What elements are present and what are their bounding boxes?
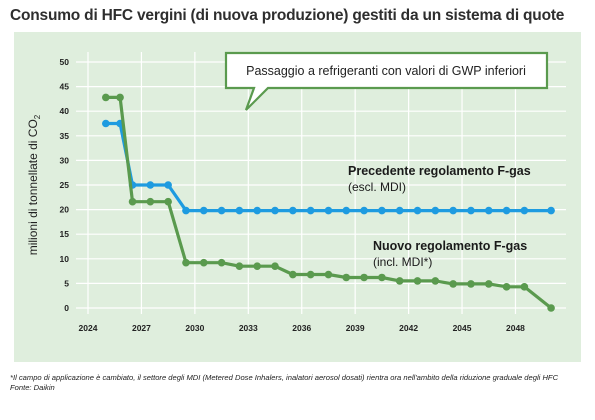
x-tick-label: 2033 (239, 323, 258, 333)
series-new (102, 93, 555, 312)
data-point (324, 270, 333, 279)
data-point (146, 181, 155, 189)
footnote: *Il campo di applicazione è cambiato, il… (10, 373, 559, 382)
data-point (431, 277, 440, 285)
y-tick-label: 15 (60, 229, 70, 239)
series-label-new: Nuovo regolamento F-gas (373, 239, 527, 253)
data-point (342, 273, 351, 282)
data-point (199, 258, 208, 267)
series-sublabel-new: (incl. MDI*) (373, 255, 432, 269)
series-old (102, 119, 555, 215)
y-tick-label: 35 (60, 131, 70, 141)
data-point (235, 262, 244, 270)
data-point (182, 206, 190, 215)
y-tick-label: 5 (64, 278, 69, 288)
data-point (502, 206, 511, 215)
data-point (484, 206, 493, 215)
x-tick-label: 2048 (506, 323, 525, 333)
data-point (271, 262, 279, 270)
data-point (378, 273, 386, 282)
y-axis-label: milioni di tonnellate di CO2 (26, 114, 42, 255)
series-layer (102, 93, 555, 312)
y-tick-label: 25 (60, 180, 70, 190)
data-point (360, 206, 368, 215)
data-point (217, 258, 226, 267)
data-point (253, 262, 262, 270)
data-point (146, 197, 155, 206)
data-point (164, 181, 172, 189)
data-point (199, 206, 208, 215)
data-point (395, 206, 404, 215)
data-point (102, 93, 110, 102)
y-axis-ticks: 0 5 10 15 20 25 30 35 40 45 50 (60, 57, 70, 313)
callout: Passaggio a refrigeranti con valori di G… (224, 51, 549, 111)
data-point (520, 206, 529, 215)
data-point (378, 206, 386, 215)
data-point (271, 206, 279, 215)
y-tick-label: 20 (60, 205, 70, 215)
data-point (102, 119, 110, 128)
y-tick-label: 45 (60, 82, 70, 92)
callout-box (224, 51, 549, 111)
data-point (520, 283, 529, 291)
series-sublabel-old: (escl. MDI) (348, 180, 406, 194)
y-tick-label: 0 (64, 303, 69, 313)
data-point (484, 280, 493, 288)
data-point (413, 206, 422, 215)
data-point (467, 206, 475, 215)
source-note: Fonte: Daikin (10, 383, 55, 392)
data-point (306, 206, 315, 215)
data-point (253, 206, 262, 215)
callout-text: Passaggio a refrigeranti con valori di G… (246, 64, 526, 78)
x-axis-ticks: 2024 2027 2030 2033 2036 2039 2042 2045 2048 (79, 323, 526, 333)
x-tick-label: 2039 (346, 323, 365, 333)
data-point (164, 197, 172, 206)
y-tick-label: 10 (60, 254, 70, 264)
data-point (467, 280, 475, 288)
series-labels: Precedente regolamento F-gas (escl. MDI) N… (348, 164, 531, 269)
data-point (342, 206, 351, 215)
grid (76, 52, 566, 314)
series-label-old: Precedente regolamento F-gas (348, 164, 531, 178)
data-point (449, 206, 457, 215)
data-point (289, 206, 297, 215)
data-point (431, 206, 440, 215)
x-tick-label: 2024 (79, 323, 98, 333)
data-point (217, 206, 226, 215)
data-point (547, 206, 555, 215)
data-point (128, 197, 137, 206)
data-point (413, 277, 422, 285)
data-point (360, 273, 368, 282)
y-tick-label: 50 (60, 57, 70, 67)
data-point (547, 304, 555, 312)
x-tick-label: 2027 (132, 323, 151, 333)
x-tick-label: 2036 (292, 323, 311, 333)
data-point (449, 280, 457, 288)
data-point (502, 283, 511, 291)
chart-title: Consumo di HFC vergini (di nuova produzi… (10, 7, 565, 24)
x-tick-label: 2042 (399, 323, 418, 333)
data-point (116, 93, 124, 102)
data-point (182, 258, 190, 267)
data-point (395, 277, 404, 285)
data-point (306, 270, 315, 279)
data-point (324, 206, 333, 215)
data-point (235, 206, 244, 215)
y-tick-label: 40 (60, 106, 70, 116)
x-tick-label: 2030 (185, 323, 204, 333)
x-tick-label: 2045 (453, 323, 472, 333)
data-point (289, 270, 297, 279)
y-tick-label: 30 (60, 155, 70, 165)
